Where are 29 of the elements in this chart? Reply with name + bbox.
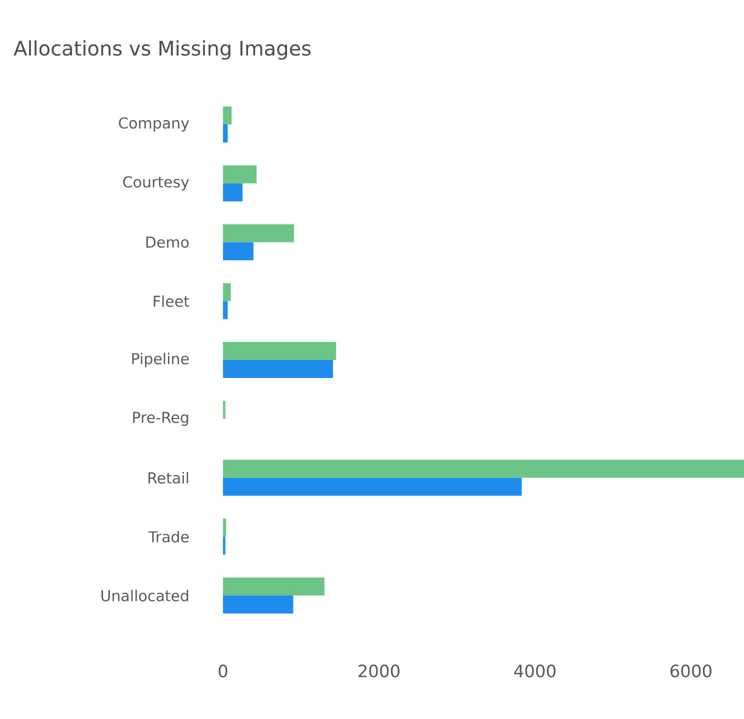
y-tick-label: Company — [118, 117, 190, 132]
bar — [223, 518, 226, 537]
y-tick-label: Trade — [148, 530, 189, 542]
bar — [223, 165, 257, 184]
y-tick-label: Pre-Reg — [133, 412, 188, 426]
bar — [223, 460, 744, 478]
x-tick-label: 6000 — [670, 664, 712, 678]
bar — [223, 242, 254, 260]
x-tick-label: 2000 — [358, 664, 400, 678]
bar — [223, 224, 294, 242]
bar — [223, 283, 231, 302]
bar — [223, 183, 242, 202]
x-tick-label: 0 — [218, 664, 228, 678]
bar — [223, 301, 228, 320]
y-tick-label: Pipeline — [132, 352, 189, 368]
bar — [223, 124, 228, 142]
y-tick-label: Demo — [146, 236, 189, 248]
x-tick-label: 4000 — [514, 664, 556, 678]
y-tick-label: Retail — [148, 472, 188, 484]
bar — [223, 596, 294, 614]
y-tick-label: Fleet — [154, 295, 190, 307]
bar — [223, 578, 324, 596]
bar — [223, 106, 232, 124]
bar — [223, 478, 522, 496]
y-tick-label: Unallocated — [102, 590, 188, 602]
bar — [223, 342, 336, 360]
bar — [223, 360, 333, 378]
chart-title: Allocations vs Missing Images — [14, 40, 311, 60]
y-tick-label: Courtesy — [123, 176, 190, 190]
